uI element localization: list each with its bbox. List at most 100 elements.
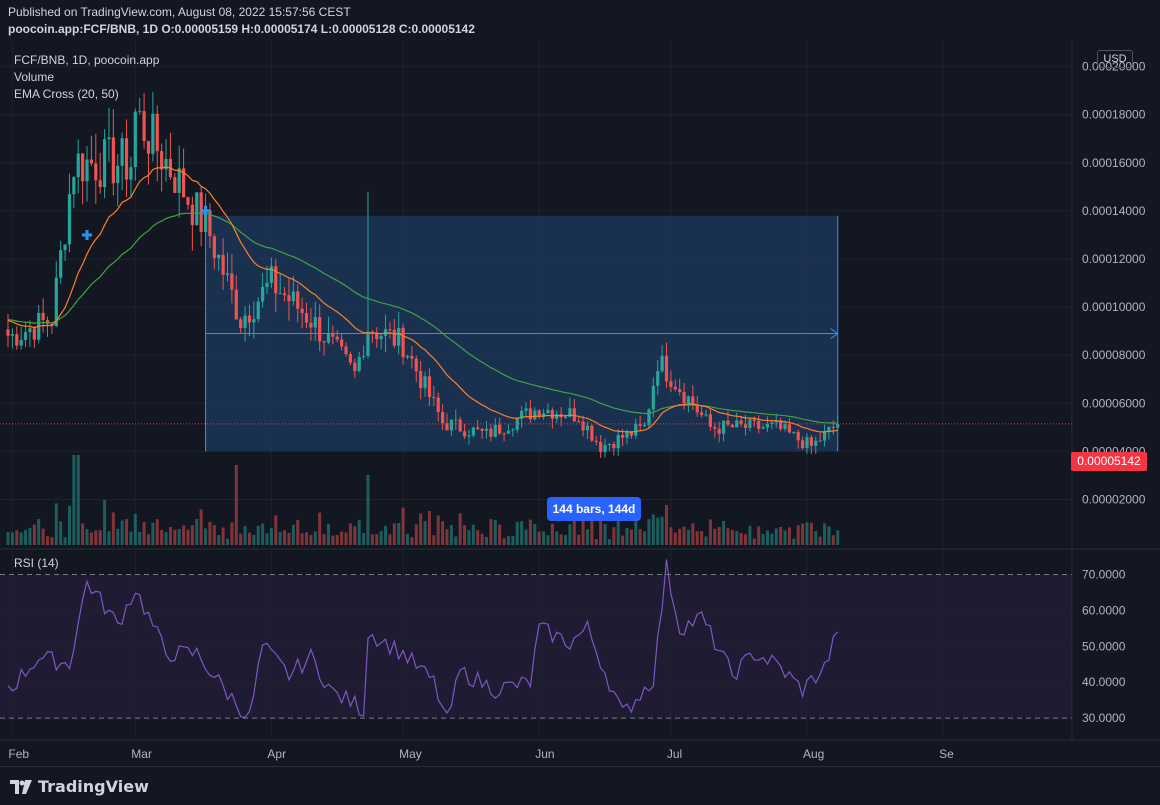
volume-legend[interactable]: Volume bbox=[14, 70, 55, 84]
price-axis-label: 0.00018000 bbox=[1082, 108, 1146, 122]
volume-bar bbox=[722, 520, 726, 545]
candle-body bbox=[392, 329, 396, 346]
ema-cross-marker bbox=[82, 229, 93, 240]
candle-body bbox=[498, 424, 502, 434]
candle-body bbox=[484, 428, 489, 431]
candle-body bbox=[296, 291, 300, 309]
volume-bar bbox=[542, 531, 546, 545]
rsi-axis-label: 30.0000 bbox=[1082, 711, 1126, 725]
volume-bar bbox=[173, 529, 177, 545]
ema-20-line bbox=[7, 166, 838, 433]
volume-bar bbox=[770, 533, 774, 545]
volume-bar bbox=[713, 528, 717, 545]
candle-body bbox=[546, 409, 550, 414]
time-axis-label: Apr bbox=[267, 747, 286, 761]
candle-body bbox=[489, 428, 493, 437]
volume-bar bbox=[54, 503, 58, 545]
volume-bar bbox=[247, 532, 251, 545]
price-axis-label: 0.00006000 bbox=[1082, 396, 1146, 410]
candle-body bbox=[783, 424, 787, 430]
chart-canvas[interactable]: FebMarAprMayJunJulAugSe0.000220000.00020… bbox=[0, 40, 1160, 766]
candle-body bbox=[682, 391, 686, 404]
volume-bar bbox=[761, 533, 765, 545]
candle-body bbox=[300, 308, 304, 314]
candle-body bbox=[375, 332, 379, 340]
candle-body bbox=[836, 423, 840, 428]
volume-bar bbox=[603, 523, 607, 545]
volume-bar bbox=[673, 532, 677, 545]
volume-bar bbox=[643, 531, 647, 545]
candle-body bbox=[520, 410, 524, 419]
volume-bar bbox=[568, 524, 572, 545]
candle-body bbox=[63, 244, 67, 251]
volume-bar bbox=[476, 530, 480, 545]
volume-bar bbox=[296, 519, 300, 545]
volume-bar bbox=[717, 527, 721, 545]
volume-bar bbox=[81, 523, 85, 545]
price-axis-label: 0.00010000 bbox=[1082, 300, 1146, 314]
volume-bar bbox=[388, 534, 392, 545]
symbol-legend[interactable]: FCF/BNB, 1D, poocoin.app bbox=[14, 53, 160, 67]
candle-body bbox=[59, 250, 63, 278]
candle-body bbox=[72, 177, 76, 195]
candle-body bbox=[401, 327, 405, 358]
volume-bar bbox=[823, 523, 827, 545]
candle-body bbox=[247, 315, 252, 323]
volume-bar bbox=[221, 527, 225, 545]
volume-bar bbox=[318, 512, 322, 545]
volume-bar bbox=[419, 513, 423, 545]
candle-body bbox=[704, 414, 708, 416]
volume-bar bbox=[458, 513, 462, 545]
volume-bar bbox=[32, 524, 36, 545]
candle-body bbox=[313, 317, 317, 328]
volume-bar bbox=[379, 531, 383, 545]
volume-bar bbox=[63, 537, 67, 545]
volume-bar bbox=[291, 524, 295, 545]
rsi-legend[interactable]: RSI (14) bbox=[14, 556, 59, 570]
volume-bar bbox=[423, 521, 427, 545]
candle-body bbox=[173, 177, 177, 193]
candle-body bbox=[818, 440, 822, 442]
volume-bar bbox=[831, 535, 835, 545]
candle-body bbox=[414, 358, 418, 372]
volume-bar bbox=[208, 521, 212, 545]
candle-body bbox=[124, 138, 129, 180]
candle-body bbox=[717, 428, 721, 434]
candle-body bbox=[691, 396, 695, 406]
currency-button[interactable]: USD bbox=[1097, 50, 1133, 68]
ema-legend[interactable]: EMA Cross (20, 50) bbox=[14, 87, 119, 101]
last-price-badge: 0.00005142 bbox=[1071, 452, 1147, 471]
time-axis-label: Aug bbox=[803, 747, 824, 761]
volume-bar bbox=[485, 536, 489, 545]
candle-body bbox=[6, 329, 10, 336]
volume-bar bbox=[274, 515, 278, 545]
candle-body bbox=[76, 153, 80, 178]
volume-bar bbox=[695, 531, 699, 545]
candle-body bbox=[612, 443, 616, 449]
volume-bar bbox=[757, 526, 761, 545]
tradingview-logo[interactable]: TradingView bbox=[10, 777, 149, 796]
volume-bar bbox=[28, 527, 32, 545]
volume-bar bbox=[287, 532, 291, 545]
candle-body bbox=[568, 408, 572, 417]
volume-bar bbox=[348, 523, 352, 545]
candle-body bbox=[15, 334, 19, 346]
volume-bar bbox=[155, 519, 159, 545]
volume-bar bbox=[256, 525, 260, 545]
candle-body bbox=[721, 420, 726, 434]
candle-body bbox=[563, 416, 568, 418]
ohlc-info: poocoin.app:FCF/BNB, 1D O:0.00005159 H:0… bbox=[8, 22, 475, 36]
candle-body bbox=[107, 137, 111, 140]
volume-bar bbox=[397, 522, 401, 545]
volume-bar bbox=[199, 509, 203, 545]
volume-bar bbox=[480, 533, 484, 545]
volume-bar bbox=[111, 512, 115, 545]
volume-bar bbox=[305, 532, 309, 545]
candle-body bbox=[357, 356, 361, 372]
volume-bar bbox=[370, 534, 374, 545]
candle-body bbox=[625, 431, 629, 438]
candle-body bbox=[642, 425, 647, 427]
rsi-axis-label: 40.0000 bbox=[1082, 675, 1126, 689]
candle-body bbox=[287, 295, 291, 302]
candle-body bbox=[686, 396, 691, 404]
